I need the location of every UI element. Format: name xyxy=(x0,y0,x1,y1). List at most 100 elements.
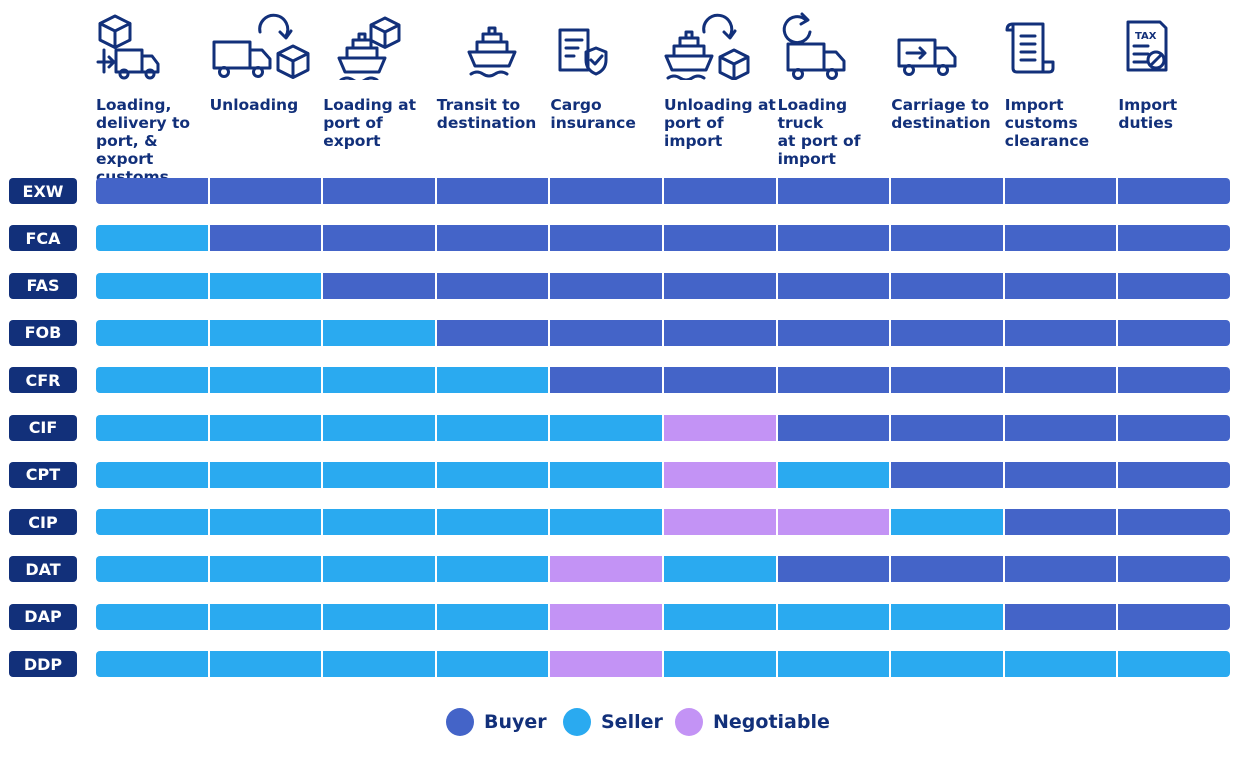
responsibility-cell xyxy=(550,603,662,630)
responsibility-cell xyxy=(436,556,549,583)
responsibility-cell xyxy=(550,414,662,441)
responsibility-cell xyxy=(96,509,208,536)
responsibility-cell xyxy=(664,509,776,536)
responsibility-cell xyxy=(323,556,435,583)
responsibility-cell xyxy=(550,178,662,204)
responsibility-cell xyxy=(891,603,1003,630)
responsibility-cell xyxy=(1004,272,1117,299)
responsibility-cell xyxy=(664,225,776,252)
ship-load-box-icon xyxy=(337,16,401,80)
responsibility-cell xyxy=(1118,651,1230,677)
responsibility-cell xyxy=(1004,319,1117,346)
responsibility-cell xyxy=(664,461,776,488)
responsibility-cell xyxy=(436,509,549,536)
responsibility-cell xyxy=(96,461,208,488)
responsibility-cell xyxy=(777,178,890,204)
responsibility-cell xyxy=(323,461,435,488)
responsibility-cell xyxy=(891,367,1003,394)
incoterm-label: CPT xyxy=(9,461,77,488)
truck-reload-icon xyxy=(782,12,846,80)
column-label: Carriage to destination xyxy=(891,96,991,132)
responsibility-cell xyxy=(664,603,776,630)
legend-swatch xyxy=(675,708,703,736)
responsibility-cell xyxy=(96,603,208,630)
truck-unload-box-icon xyxy=(212,13,310,79)
responsibility-cell xyxy=(891,178,1003,204)
responsibility-cell xyxy=(96,225,208,252)
responsibility-cell xyxy=(209,509,322,536)
responsibility-cell xyxy=(436,603,549,630)
column-label: Loading at port of export xyxy=(323,96,416,150)
responsibility-cell xyxy=(96,556,208,583)
responsibility-cell xyxy=(209,414,322,441)
column-label: Cargo insurance xyxy=(550,96,636,132)
responsibility-cell xyxy=(96,367,208,394)
responsibility-cell xyxy=(891,272,1003,299)
responsibility-cell xyxy=(436,178,549,204)
column-label: Loading, delivery to port, & export cust… xyxy=(96,96,191,186)
responsibility-cell xyxy=(209,272,322,299)
tax-icon-text: TAX xyxy=(1135,31,1157,42)
responsibility-cell xyxy=(891,319,1003,346)
responsibility-cell xyxy=(209,556,322,583)
incoterm-label: FOB xyxy=(9,319,77,346)
legend-swatch xyxy=(563,708,591,736)
responsibility-cell xyxy=(1118,225,1230,252)
responsibility-cell xyxy=(1118,603,1230,630)
responsibility-cell xyxy=(323,414,435,441)
responsibility-cell xyxy=(436,225,549,252)
responsibility-cell xyxy=(777,461,890,488)
responsibility-cell xyxy=(664,178,776,204)
responsibility-cell xyxy=(209,367,322,394)
column-label: Loading truck at port of import xyxy=(777,96,861,168)
responsibility-cell xyxy=(664,556,776,583)
responsibility-cell xyxy=(323,651,435,677)
responsibility-cell xyxy=(777,225,890,252)
responsibility-cell xyxy=(436,319,549,346)
responsibility-cell xyxy=(436,367,549,394)
responsibility-cell xyxy=(96,178,208,204)
incoterm-label: CFR xyxy=(9,367,77,394)
responsibility-cell xyxy=(1004,414,1117,441)
responsibility-cell xyxy=(1004,509,1117,536)
incoterm-label: DAP xyxy=(9,603,77,630)
responsibility-cell xyxy=(1004,178,1117,204)
responsibility-cell xyxy=(777,603,890,630)
column-label: Import customs clearance xyxy=(1004,96,1090,150)
responsibility-cell xyxy=(1004,556,1117,583)
responsibility-cell xyxy=(209,225,322,252)
responsibility-cell xyxy=(209,651,322,677)
responsibility-cell xyxy=(891,651,1003,677)
responsibility-cell xyxy=(96,414,208,441)
responsibility-cell xyxy=(1118,178,1230,204)
responsibility-cell xyxy=(323,272,435,299)
responsibility-cell xyxy=(550,225,662,252)
responsibility-cell xyxy=(1118,319,1230,346)
responsibility-cell xyxy=(323,509,435,536)
incoterm-label: FAS xyxy=(9,272,77,299)
responsibility-cell xyxy=(436,651,549,677)
responsibility-cell xyxy=(209,603,322,630)
incoterm-label: DDP xyxy=(9,651,77,677)
responsibility-cell xyxy=(1118,509,1230,536)
legend-item: Negotiable xyxy=(675,708,830,736)
legend-label: Negotiable xyxy=(713,711,830,733)
legend-item: Buyer xyxy=(446,708,547,736)
responsibility-cell xyxy=(777,272,890,299)
responsibility-cell xyxy=(550,651,662,677)
responsibility-cell xyxy=(1004,603,1117,630)
responsibility-cell xyxy=(436,414,549,441)
responsibility-cell xyxy=(1004,225,1117,252)
responsibility-cell xyxy=(1118,367,1230,394)
responsibility-cell xyxy=(664,272,776,299)
responsibility-cell xyxy=(664,319,776,346)
incoterm-label: DAT xyxy=(9,556,77,583)
shield-document-icon xyxy=(558,28,608,76)
responsibility-cell xyxy=(1118,556,1230,583)
responsibility-cell xyxy=(436,272,549,299)
responsibility-cell xyxy=(209,461,322,488)
responsibility-cell xyxy=(96,651,208,677)
legend-label: Buyer xyxy=(484,711,547,733)
responsibility-cell xyxy=(323,178,435,204)
